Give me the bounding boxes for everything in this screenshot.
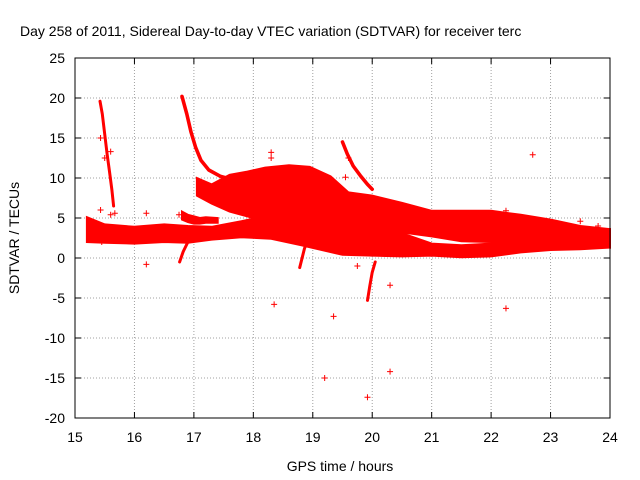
y-tick-label: 25 <box>49 50 65 66</box>
x-tick-label: 19 <box>305 429 321 445</box>
data-point <box>271 301 278 308</box>
x-tick-label: 16 <box>127 429 143 445</box>
data-point <box>143 210 150 217</box>
data-point <box>577 218 584 225</box>
data-point <box>107 211 114 218</box>
data-point <box>342 174 349 181</box>
y-tick-label: -5 <box>53 290 66 306</box>
y-tick-label: 0 <box>57 250 65 266</box>
y-axis-label: SDTVAR / TECUs <box>6 182 22 294</box>
point-band <box>181 209 219 225</box>
data-point <box>529 151 536 158</box>
data-point <box>97 135 104 141</box>
y-tick-label: 10 <box>49 170 65 186</box>
data-point <box>330 313 337 320</box>
x-tick-label: 17 <box>186 429 202 445</box>
data-point <box>176 211 183 218</box>
x-tick-label: 22 <box>483 429 499 445</box>
y-tick-label: 5 <box>57 210 65 226</box>
data-point <box>268 155 275 161</box>
point-track <box>366 260 377 302</box>
x-tick-label: 15 <box>67 429 83 445</box>
data-point <box>387 282 394 289</box>
point-track <box>178 232 196 264</box>
plot-border <box>74 57 611 419</box>
data-point <box>502 207 509 214</box>
data-point <box>321 375 328 381</box>
data-point <box>387 368 394 375</box>
point-track <box>98 99 116 208</box>
data-point <box>111 210 118 217</box>
chart-title: Day 258 of 2011, Sidereal Day-to-day VTE… <box>20 23 521 39</box>
data-point <box>364 394 371 401</box>
y-tick-label: 15 <box>49 130 65 146</box>
y-tick-label: -15 <box>45 370 65 386</box>
x-tick-label: 24 <box>602 429 618 445</box>
data-point <box>268 149 275 156</box>
data-point <box>354 263 361 269</box>
data-marks <box>85 94 611 401</box>
data-point <box>97 207 104 213</box>
data-point <box>98 239 105 245</box>
data-point <box>101 155 108 161</box>
data-point <box>345 155 352 161</box>
x-tick-label: 20 <box>364 429 380 445</box>
data-point <box>595 223 602 229</box>
y-tick-label: 20 <box>49 90 65 106</box>
y-tick-label: -20 <box>45 410 65 426</box>
point-track <box>340 140 374 191</box>
data-point <box>502 305 509 312</box>
x-tick-label: 21 <box>424 429 440 445</box>
plot-frame <box>74 57 611 419</box>
point-track <box>298 241 309 270</box>
x-tick-label: 18 <box>246 429 262 445</box>
point-track <box>180 94 235 182</box>
y-tick-label: -10 <box>45 330 65 346</box>
x-tick-label: 23 <box>543 429 559 445</box>
data-point <box>143 261 150 268</box>
axis-ticks: 15 16 17 18 19 20 21 22 23 24 -20 -15 -10 -5 0 5 10 15 20 2… <box>45 50 618 445</box>
x-axis-label: GPS time / hours <box>287 458 394 474</box>
data-point <box>107 148 114 155</box>
